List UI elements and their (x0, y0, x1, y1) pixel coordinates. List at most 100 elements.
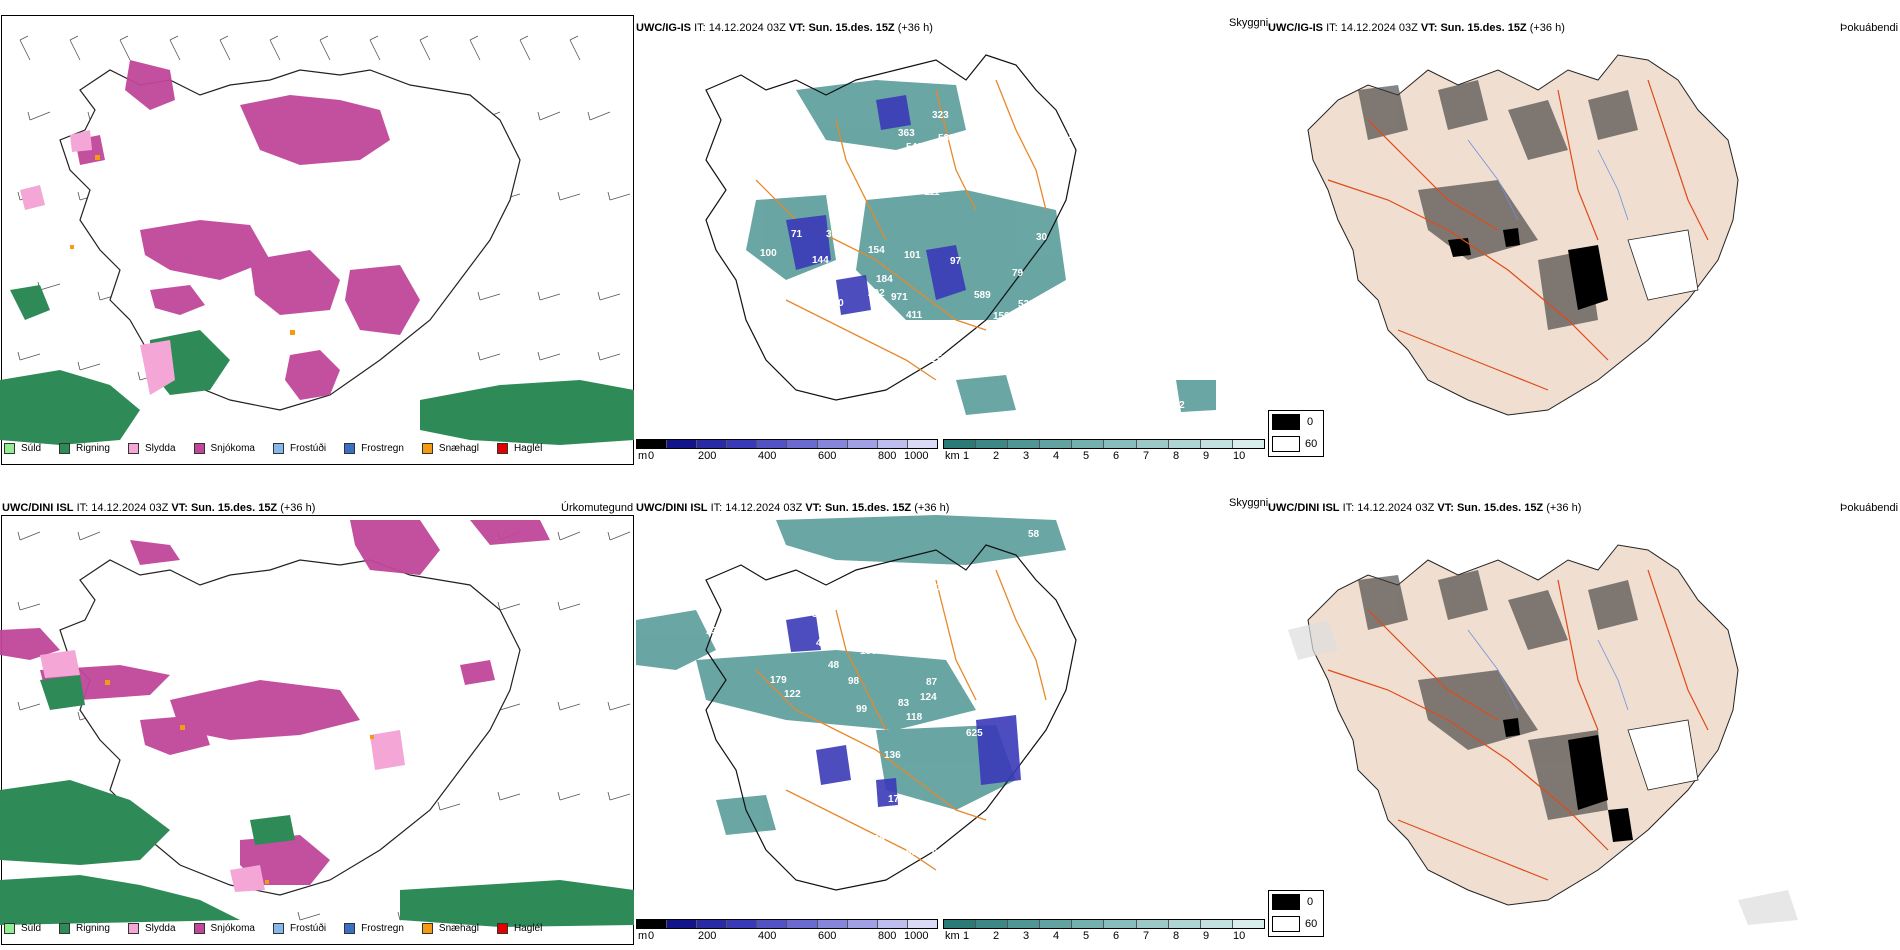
vt-label: VT: (805, 502, 822, 514)
cloudbase-areas (786, 615, 1021, 807)
snow-areas (75, 60, 420, 400)
fog-legend: 0 60 (1268, 410, 1324, 457)
legend-swatch (4, 922, 15, 934)
panel-title: Úrkomutegund (561, 502, 634, 514)
colorbar-tick: 800 (878, 450, 897, 462)
cloud-label: 121 (816, 282, 833, 293)
colorbar-tick: 200 (698, 450, 717, 462)
fog-panel-bottom: UWC/DINI ISL IT: 14.12.2024 03Z VT: Sun.… (1268, 480, 1900, 950)
colorbar-unit: m (638, 450, 648, 462)
cloud-label: 120 (926, 397, 943, 408)
cloud-label: 625 (966, 728, 983, 739)
cloud-label: 393 (781, 287, 798, 298)
legend-label: Snæhagl (438, 922, 479, 934)
cloud-label: 533 (1018, 299, 1035, 310)
cloud-label: 848 (676, 145, 693, 156)
colorbar-tick: 400 (758, 930, 777, 942)
cloud-label: 159 (766, 304, 783, 315)
graupel-spots (70, 155, 295, 335)
colorbar-unit: m (638, 930, 648, 942)
cloud-label: 71 (791, 229, 803, 240)
legend-label: Snjókoma (210, 922, 255, 934)
cloud-label: 126 (936, 582, 953, 593)
legend-item: Haglél (496, 442, 543, 454)
cloud-label: 451 (1061, 332, 1078, 343)
fog-clear-area (1627, 229, 1699, 301)
panel-title: Skyggni (1229, 497, 1269, 509)
precip-map (0, 35, 634, 445)
legend-label: Rigning (76, 922, 110, 934)
legend-label: Súld (21, 922, 42, 934)
colorbar-tick: 0 (648, 450, 655, 462)
cloud-label: 144 (812, 255, 829, 266)
legend-label: Haglél (513, 922, 543, 934)
cloud-label: 152 (1168, 400, 1185, 411)
panel-header: UWC/IG-IS IT: 14.12.2024 03Z VT: Sun. 15… (636, 22, 933, 34)
cloudbase-colorbar (636, 919, 938, 929)
colorbar-tick: 10 (1233, 450, 1246, 462)
cloud-map: 189 211 123 848 363 323 458 656 540 530 … (676, 54, 1216, 419)
fog-panel-top: UWC/IG-IS IT: 14.12.2024 03Z VT: Sun. 15… (1268, 0, 1900, 470)
legend-label: Frostregn (361, 922, 404, 934)
colorbar-tick: 400 (758, 450, 777, 462)
legend-swatch (127, 442, 139, 454)
colorbar-tick: 1000 (904, 930, 929, 942)
cloud-label: 411 (906, 310, 923, 321)
colorbar-tick: 9 (1203, 450, 1210, 462)
cloudbase-colorbar (636, 439, 938, 449)
precip-panel-bottom: UWC/DINI ISL IT: 14.12.2024 03Z VT: Sun.… (0, 480, 636, 950)
iceland-coastline (705, 544, 1077, 891)
cloud-label: 238 (706, 626, 723, 637)
panel-title: Þokuábendi (1840, 22, 1899, 34)
legend-item: Frostregn (344, 922, 404, 934)
fog-legend-swatch (1272, 916, 1300, 932)
cloud-label: 97 (950, 256, 962, 267)
vt-label: VT: (788, 22, 806, 34)
cloudbase-value-labels: 189 211 123 848 363 323 458 656 540 530 … (676, 95, 1185, 419)
panel-title: Skyggni (1229, 17, 1269, 29)
cloud-label: 841 (880, 608, 897, 619)
colorbar-tick: 3 (1023, 450, 1030, 462)
it-label: IT: (694, 22, 706, 34)
fog-offshore (1288, 620, 1798, 925)
visibility-colorbar (943, 919, 1265, 929)
cloudbase-value-labels: 962 157 238 890 783 841 878 630 58 126 1… (648, 529, 1040, 859)
cloud-label: 99 (856, 704, 868, 715)
cloud-label: 100 (760, 248, 777, 259)
cloud-label: 184 (876, 274, 893, 285)
it-label: IT: (710, 502, 723, 514)
legend-label: Haglél (513, 442, 543, 454)
cloud-label: 157 (766, 564, 783, 575)
cloud-label: 783 (728, 630, 745, 641)
cloud-label: 136 (884, 750, 901, 761)
cloud-label: 878 (914, 621, 931, 632)
fog-legend-label: 0 (1307, 416, 1314, 428)
colorbar-tick: 5 (1083, 450, 1090, 462)
colorbar-tick: 6 (1113, 930, 1120, 942)
lead-time: (+36 h) (897, 22, 933, 34)
cloud-label: 76 (761, 778, 773, 789)
rain-areas (0, 675, 634, 927)
cloudbase-ticks: m 0 200 400 600 800 1000 (636, 450, 938, 464)
it-label: IT: (76, 502, 89, 514)
fog-dense (1503, 718, 1633, 842)
visibility-areas (636, 515, 1066, 835)
it-value: 14.12.2024 03Z (91, 502, 169, 514)
vt-label: VT: (1437, 502, 1454, 514)
legend-item: Snæhagl (421, 442, 479, 454)
colorbar-tick: 8 (1173, 930, 1180, 942)
cloud-label: 458 (965, 106, 982, 117)
fog-legend: 0 60 (1268, 890, 1324, 937)
roads (1327, 79, 1709, 391)
colorbar-tick: 5 (1083, 930, 1090, 942)
legend-item: Rigning (59, 442, 110, 454)
legend-swatch (59, 442, 71, 454)
cloud-label: 69 (928, 379, 940, 390)
panel-header: UWC/DINI ISL IT: 14.12.2024 03Z VT: Sun.… (1268, 502, 1581, 514)
precip-legend: Súld Rigning Slydda Snjókoma Frostúði Fr… (4, 440, 560, 456)
fog-clear-area (1627, 719, 1699, 791)
cloud-label: 202 (868, 288, 885, 299)
sleet-areas (40, 650, 405, 892)
legend-swatch (344, 442, 356, 454)
cloud-label: 43 (816, 638, 828, 649)
